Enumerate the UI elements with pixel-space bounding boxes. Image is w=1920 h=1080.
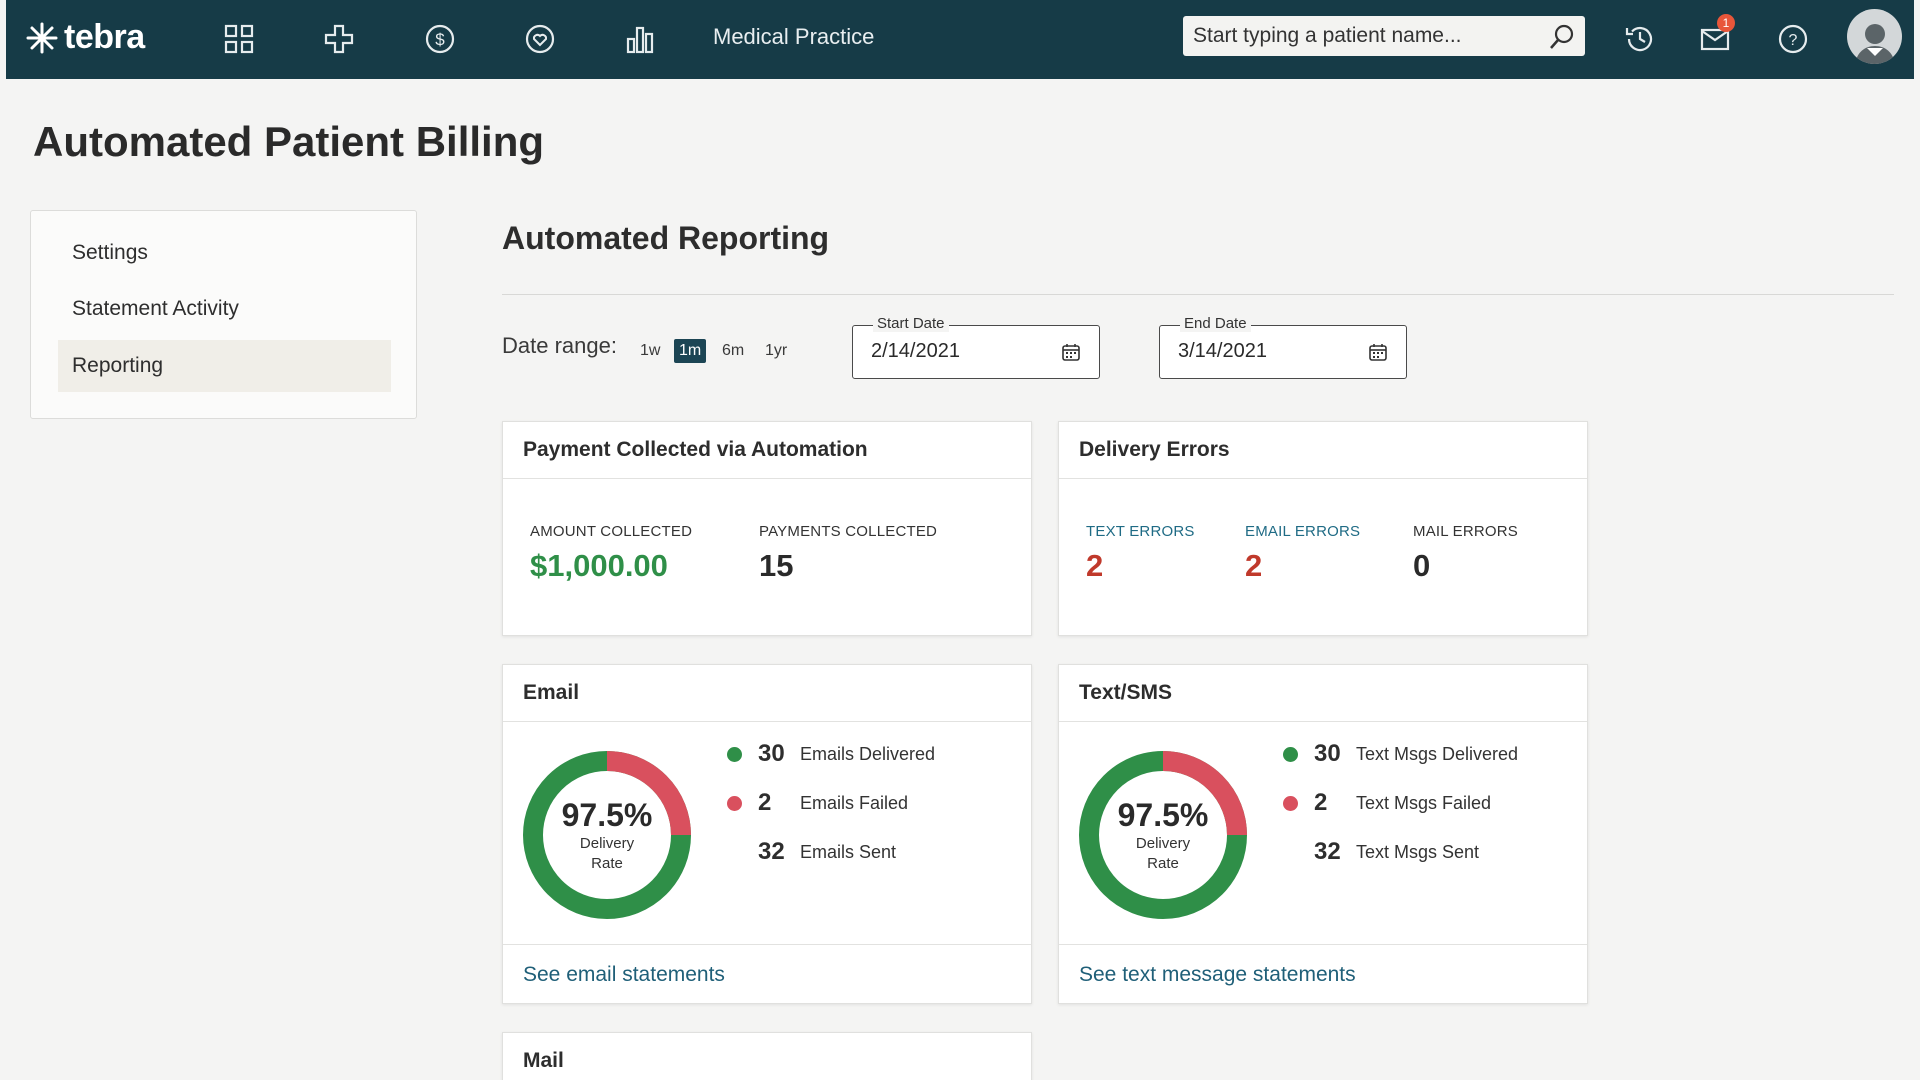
texts-failed-label: Text Msgs Failed (1356, 792, 1492, 813)
see-email-statements-link[interactable]: See email statements (523, 963, 725, 986)
notification-badge: 1 (1717, 14, 1735, 32)
payment-card-title: Payment Collected via Automation (503, 422, 1031, 479)
start-date-field[interactable]: Start Date (852, 315, 1100, 379)
heart-icon[interactable] (521, 20, 559, 58)
payments-collected-label: PAYMENTS COLLECTED (759, 523, 938, 540)
emails-sent-label: Emails Sent (800, 841, 897, 862)
see-text-message-statements-link[interactable]: See text message statements (1079, 963, 1356, 986)
grid-icon[interactable] (220, 20, 258, 58)
texts-sent-row: 32 Text Msgs Sent (1283, 837, 1479, 867)
logo-text: tebra (64, 18, 145, 56)
top-nav: tebra $ Medical Practice 1 ? (6, 0, 1914, 79)
emails-delivered-row: 30 Emails Delivered (727, 739, 935, 769)
mail-card-title: Mail (503, 1033, 1031, 1080)
delivered-dot (727, 746, 742, 762)
emails-failed-count: 2 (758, 789, 772, 816)
search-icon[interactable] (1547, 22, 1577, 57)
errors-card-title: Delivery Errors (1059, 422, 1587, 479)
email-delivery-rate: 97.5% (561, 796, 653, 833)
range-1yr-button[interactable]: 1yr (765, 342, 788, 359)
delivery-errors-card: Delivery Errors TEXT ERRORS 2 EMAIL ERRO… (1058, 421, 1588, 636)
end-date-field[interactable]: End Date (1159, 315, 1407, 379)
date-range-label: Date range: (502, 333, 617, 358)
section-title: Automated Reporting (502, 220, 830, 256)
delivery-rate-label-1: Delivery (579, 834, 635, 852)
tebra-logo[interactable]: tebra (24, 18, 145, 57)
payment-collected-card: Payment Collected via Automation AMOUNT … (502, 421, 1032, 636)
sidebar-nav: Settings Statement Activity Reporting (30, 210, 417, 419)
email-errors-label[interactable]: EMAIL ERRORS (1245, 523, 1361, 540)
email-card-title: Email (503, 665, 1031, 722)
history-icon[interactable] (1621, 20, 1659, 58)
section-divider (502, 294, 1894, 295)
text-errors-value: 2 (1086, 548, 1104, 583)
failed-dot (727, 795, 742, 811)
start-date-input[interactable] (871, 340, 1041, 363)
mail-errors-label: MAIL ERRORS (1413, 523, 1518, 540)
delivery-rate-label-2: Rate (1147, 854, 1179, 872)
page-title: Automated Patient Billing (33, 118, 545, 165)
emails-sent-count: 32 (758, 838, 785, 865)
mail-card: Mail (502, 1032, 1032, 1080)
patient-search[interactable] (1183, 16, 1585, 56)
emails-delivered-label: Emails Delivered (800, 743, 936, 764)
texts-failed-count: 2 (1314, 789, 1328, 816)
emails-sent-row: 32 Emails Sent (727, 837, 896, 867)
email-card: Email 97.5% Delivery Rate 30 Emails Deli… (502, 664, 1032, 1004)
texts-sent-label: Text Msgs Sent (1356, 841, 1480, 862)
user-avatar[interactable] (1847, 9, 1902, 64)
failed-dot (1283, 795, 1298, 811)
svg-text:?: ? (1789, 32, 1798, 49)
emails-failed-label: Emails Failed (800, 792, 909, 813)
range-1m-button[interactable]: 1m (674, 339, 707, 363)
sidebar-item-reporting[interactable]: Reporting (58, 340, 391, 392)
texts-delivered-row: 30 Text Msgs Delivered (1283, 739, 1518, 769)
text-errors-label[interactable]: TEXT ERRORS (1086, 523, 1195, 540)
end-date-label: End Date (1180, 315, 1251, 332)
donut-failed-arc (523, 751, 691, 919)
range-6m-button[interactable]: 6m (722, 342, 745, 359)
donut-failed-arc (1079, 751, 1247, 919)
end-date-input[interactable] (1178, 340, 1348, 363)
range-1w-button[interactable]: 1w (640, 342, 661, 359)
email-donut-label: 97.5% Delivery Rate (522, 750, 692, 920)
texts-failed-row: 2 Text Msgs Failed (1283, 788, 1491, 818)
amount-collected-label: AMOUNT COLLECTED (530, 523, 693, 540)
payments-collected-value: 15 (759, 548, 794, 583)
sms-delivery-donut (1079, 751, 1247, 919)
start-date-label: Start Date (873, 315, 949, 332)
patient-search-input[interactable] (1193, 24, 1543, 48)
dollar-icon[interactable]: $ (421, 20, 459, 58)
mail-icon[interactable]: 1 (1696, 14, 1735, 58)
text-sms-card: Text/SMS 97.5% Delivery Rate 30 Text Msg… (1058, 664, 1588, 1004)
emails-failed-row: 2 Emails Failed (727, 788, 908, 818)
calendar-icon[interactable] (1368, 342, 1388, 367)
texts-sent-count: 32 (1314, 838, 1341, 865)
calendar-icon[interactable] (1061, 342, 1081, 367)
delivery-rate-label-1: Delivery (1135, 834, 1191, 852)
svg-text:$: $ (435, 30, 445, 49)
sidebar-item-statement-activity[interactable]: Statement Activity (72, 297, 239, 320)
sms-donut-label: 97.5% Delivery Rate (1078, 750, 1248, 920)
sms-card-title: Text/SMS (1059, 665, 1587, 722)
texts-delivered-label: Text Msgs Delivered (1356, 743, 1519, 764)
email-delivery-donut (523, 751, 691, 919)
emails-delivered-count: 30 (758, 740, 785, 767)
texts-delivered-count: 30 (1314, 740, 1341, 767)
mail-errors-value: 0 (1413, 548, 1431, 583)
sidebar-item-settings[interactable]: Settings (72, 241, 148, 264)
user-icon (1854, 24, 1895, 64)
amount-collected-value: $1,000.00 (530, 548, 668, 583)
email-errors-value: 2 (1245, 548, 1263, 583)
tebra-logo-icon (26, 22, 58, 53)
bar-chart-icon[interactable] (621, 20, 659, 58)
email-card-footer: See email statements (503, 944, 1031, 1005)
help-icon[interactable]: ? (1774, 20, 1812, 58)
practice-name[interactable]: Medical Practice (713, 24, 875, 49)
delivered-dot (1283, 746, 1298, 762)
plus-icon[interactable] (320, 20, 358, 58)
delivery-rate-label-2: Rate (591, 854, 623, 872)
sms-card-footer: See text message statements (1059, 944, 1587, 1005)
sms-delivery-rate: 97.5% (1117, 796, 1209, 833)
